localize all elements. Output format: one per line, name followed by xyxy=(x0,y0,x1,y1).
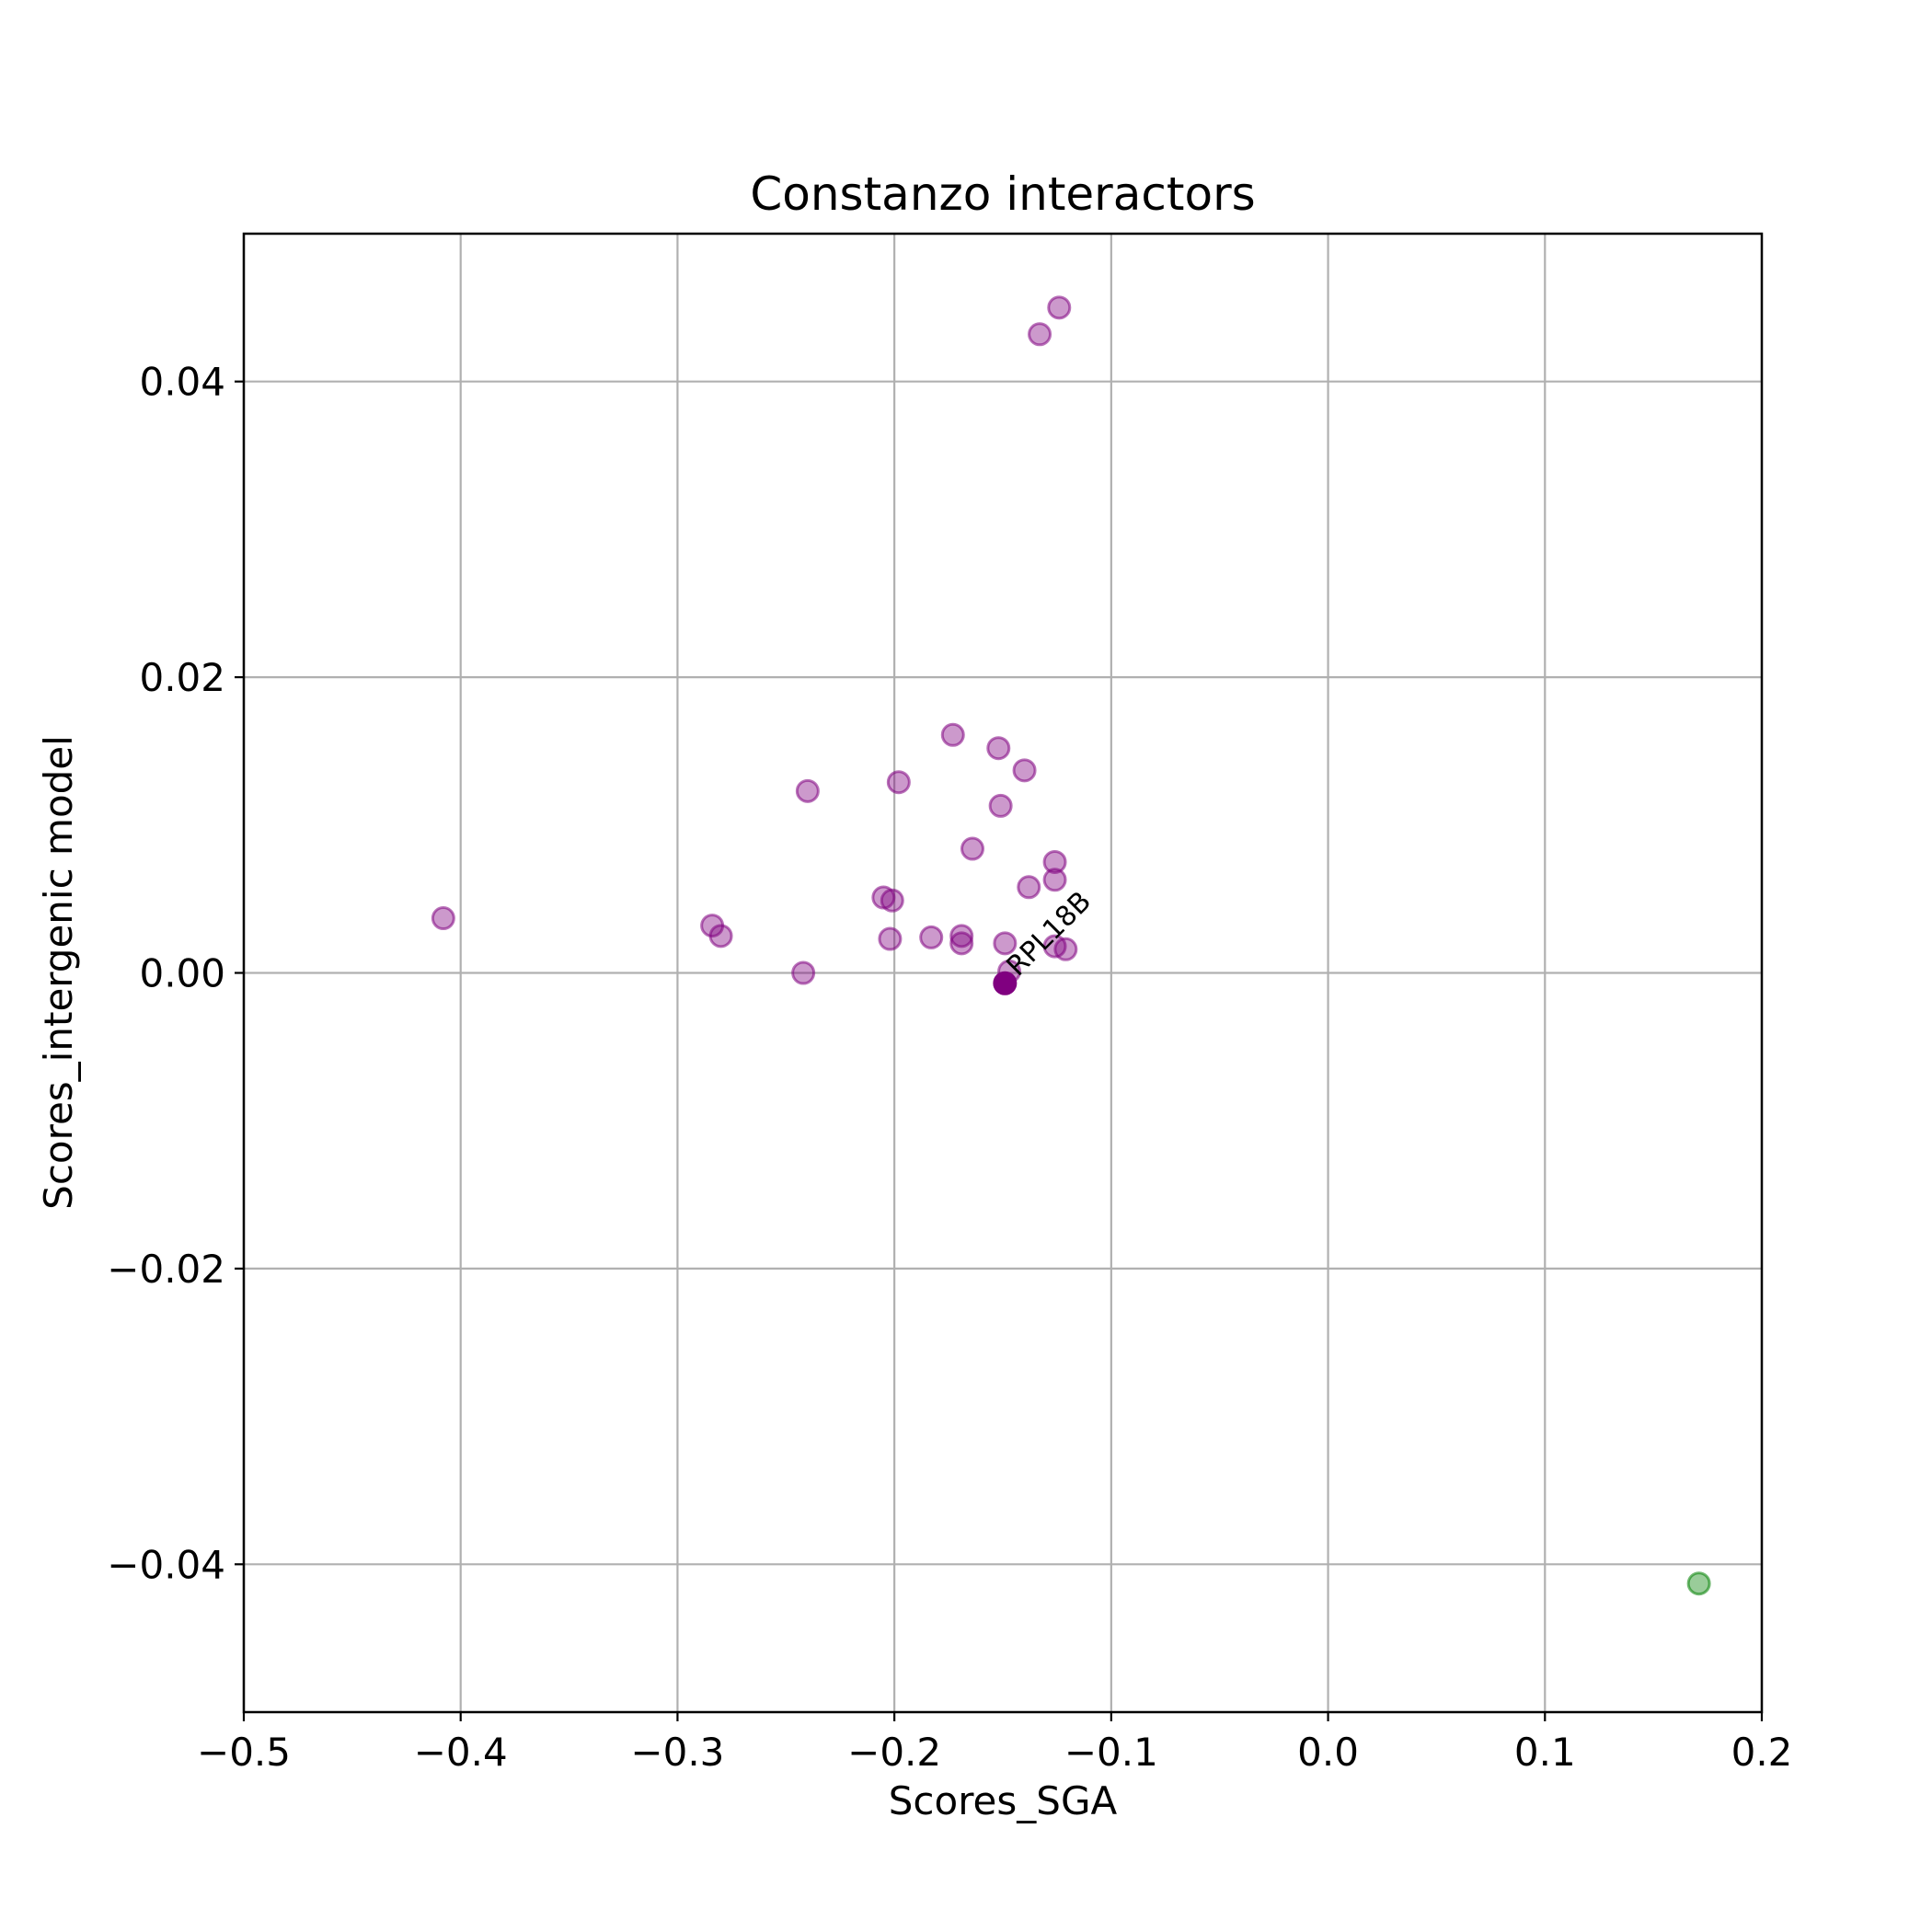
x-tick-label: −0.5 xyxy=(197,1730,291,1775)
data-point-series-0 xyxy=(886,770,911,795)
data-points xyxy=(431,295,1711,1596)
grid-lines xyxy=(242,234,1764,1712)
x-tick-label: 0.0 xyxy=(1297,1730,1359,1775)
y-axis-label: Scores_intergenic model xyxy=(36,735,81,1210)
data-point-series-0 xyxy=(1047,295,1072,320)
data-point-series-0 xyxy=(1028,322,1052,347)
data-point-series-0 xyxy=(1042,868,1067,892)
data-point-series-0 xyxy=(880,888,904,913)
data-point-series-0 xyxy=(795,778,820,803)
data-point-series-1 xyxy=(1686,1571,1711,1596)
x-tick-label: −0.2 xyxy=(847,1730,941,1775)
data-point-series-0 xyxy=(940,722,965,747)
x-tick-label: −0.4 xyxy=(414,1730,508,1775)
point-annotation: RPL18B xyxy=(1000,885,1098,983)
y-tick-label: 0.02 xyxy=(139,655,225,700)
data-point-series-0 xyxy=(949,931,974,956)
x-axis-ticks: −0.5 −0.4 −0.3 −0.2 −0.1 0.0 0.1 0.2 xyxy=(197,1712,1792,1775)
x-tick-label: −0.1 xyxy=(1064,1730,1158,1775)
x-axis-label: Scores_SGA xyxy=(889,1778,1118,1823)
y-tick-label: 0.00 xyxy=(139,951,225,996)
data-point-series-0 xyxy=(1017,875,1041,900)
data-point-series-0 xyxy=(1053,937,1078,961)
y-axis-ticks: −0.04 −0.02 0.00 0.02 0.04 xyxy=(107,360,244,1587)
data-point-series-0 xyxy=(986,736,1011,761)
data-point-series-0 xyxy=(878,926,903,951)
data-point-series-0 xyxy=(919,925,944,949)
data-point-series-0 xyxy=(1012,758,1037,783)
data-point-series-0 xyxy=(431,906,455,931)
y-tick-label: 0.04 xyxy=(139,360,225,405)
data-point-series-0 xyxy=(708,924,733,949)
x-tick-label: −0.3 xyxy=(630,1730,724,1775)
annotations: RPL18B xyxy=(1000,885,1098,983)
data-point-series-0 xyxy=(1042,849,1067,874)
y-tick-label: −0.04 xyxy=(107,1542,225,1587)
data-point-series-0 xyxy=(791,960,816,985)
x-tick-label: 0.1 xyxy=(1514,1730,1576,1775)
data-point-series-2 xyxy=(993,971,1018,995)
data-point-series-0 xyxy=(993,931,1018,956)
x-tick-label: 0.2 xyxy=(1731,1730,1793,1775)
data-point-series-0 xyxy=(960,836,984,861)
chart-title: Constanzo interactors xyxy=(750,167,1255,221)
data-point-series-0 xyxy=(949,924,974,949)
data-point-series-0 xyxy=(988,793,1013,818)
y-tick-label: −0.02 xyxy=(107,1247,225,1292)
